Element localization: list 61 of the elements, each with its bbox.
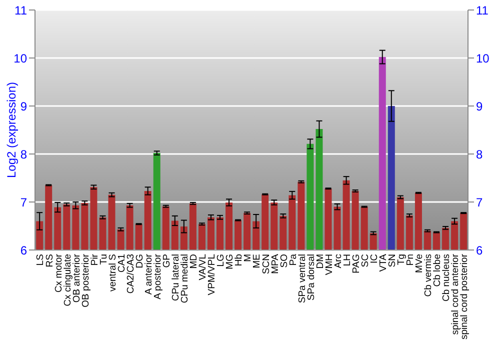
x-tick-label: Pn	[405, 254, 416, 266]
x-tick-label: DM	[314, 254, 326, 269]
x-tick-label: A posterior	[152, 254, 164, 300]
x-tick-label: SPa ventral	[296, 254, 308, 304]
x-tick-label: spinal cord posterior	[459, 254, 470, 340]
y2-tick-label: 9	[476, 99, 483, 114]
x-tick-label: DG	[134, 254, 146, 268]
x-tick-label: RS	[44, 254, 56, 268]
x-tick-label: SPa dorsal	[306, 254, 317, 300]
x-tick-label: LS	[35, 254, 46, 266]
x-tick-label: CA1	[116, 254, 128, 272]
x-tick-label: GP	[162, 254, 173, 268]
x-tick-label: CA2/CA3	[125, 254, 136, 294]
x-tick-label: Cb nucleus	[441, 254, 452, 302]
y2-tick-label: 7	[476, 195, 483, 210]
x-tick-label: CPu lateral	[170, 254, 182, 301]
x-tick-label: Tg	[396, 254, 408, 266]
x-tick-label: SC	[360, 254, 372, 268]
x-tick-label: SO	[278, 254, 290, 268]
y-tick-label: 10	[14, 51, 28, 66]
x-tick-label: MG	[224, 254, 236, 270]
x-tick-label: CPu medial	[180, 254, 191, 304]
x-tick-label: Pir	[89, 254, 100, 266]
x-tick-label: M	[242, 254, 254, 262]
x-tick-label: Tu	[98, 254, 110, 265]
x-tick-label: SN	[387, 254, 398, 268]
y2-tick-label: 8	[476, 147, 483, 162]
x-tick-label: LG	[216, 254, 227, 267]
x-tick-label: LH	[342, 254, 353, 266]
x-tick-label: Pa	[288, 253, 299, 266]
x-tick-label: Arc	[332, 254, 344, 268]
x-tick-label: VTA	[378, 253, 390, 272]
x-tick-label: Cx cingulate	[62, 254, 74, 306]
y2-tick-label: 6	[476, 243, 483, 258]
x-tick-label: Cx motor	[53, 254, 64, 293]
x-tick-label: MD	[188, 254, 200, 269]
y-tick-label: 6	[20, 243, 28, 258]
x-tick-label: A anterior	[144, 254, 155, 295]
x-tick-label: OB posterior	[80, 254, 92, 308]
x-tick-label: Hb	[234, 254, 245, 266]
x-tick-label: SCN	[260, 254, 272, 274]
x-tick-label: spinal cord anterior	[450, 254, 462, 335]
y-tick-label: 8	[20, 147, 28, 162]
y-tick-label: 11	[14, 3, 28, 18]
x-tick-label: MPA	[270, 253, 281, 274]
y-tick-label: 9	[20, 99, 28, 114]
x-tick-label: VMH	[324, 254, 335, 276]
y2-tick-label: 10	[476, 51, 490, 66]
x-tick-label: OB anterior	[71, 254, 82, 303]
y2-tick-label: 11	[476, 3, 489, 18]
x-tick-label: PAG	[350, 254, 362, 274]
x-tick-label: MVe	[414, 254, 426, 274]
x-tick-label: IC	[369, 254, 380, 264]
y-axis-title: Log2 (expression)	[4, 82, 18, 178]
x-tick-label: Cb lobe	[432, 254, 444, 287]
x-tick-label: ME	[252, 254, 263, 268]
x-tick-label: VPM/VPL	[206, 254, 218, 296]
x-tick-label: Cb vermis	[423, 254, 434, 297]
y-tick-label: 7	[20, 195, 28, 210]
x-tick-label: ventral S	[107, 254, 118, 292]
x-tick-label: VA/VL	[198, 254, 209, 280]
